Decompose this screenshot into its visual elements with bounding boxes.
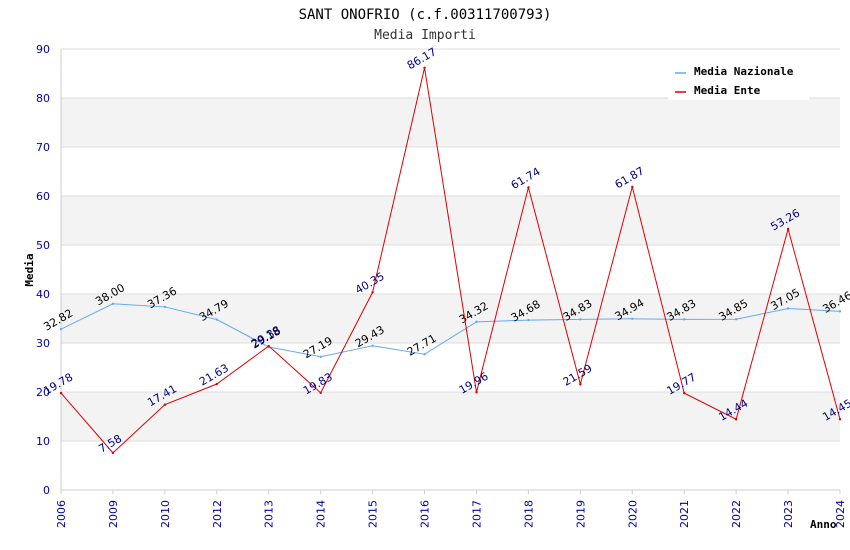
data-point-media-ente — [838, 417, 842, 421]
y-tick-label: 80 — [36, 92, 50, 105]
legend-label-media-nazionale: Media Nazionale — [694, 65, 794, 78]
data-point-media-ente — [734, 418, 738, 421]
data-label-media-ente: 21.63 — [197, 361, 231, 388]
grid-lines — [61, 48, 840, 491]
data-point-media-ente — [631, 185, 634, 189]
data-point-media-ente — [527, 186, 530, 189]
data-point-media-nazionale — [527, 318, 530, 322]
y-tick-label: 40 — [36, 288, 50, 301]
x-tick-label: 2009 — [107, 500, 120, 528]
x-tick-label: 2010 — [159, 500, 172, 528]
data-point-media-nazionale — [631, 317, 634, 320]
data-point-media-ente — [59, 391, 63, 395]
x-tick-label: 2024 — [834, 500, 847, 528]
y-tick-label: 30 — [36, 337, 50, 350]
data-point-media-nazionale — [319, 355, 322, 358]
data-point-media-ente — [267, 344, 270, 348]
x-axis-label: Anno — [810, 518, 837, 531]
data-point-media-ente — [475, 390, 478, 394]
grid-bands — [61, 98, 840, 441]
x-tick-label: 2017 — [470, 500, 483, 528]
data-label-media-ente: 61.87 — [613, 164, 647, 191]
legend-label-media-ente: Media Ente — [694, 84, 761, 97]
x-tick-label: 2021 — [678, 500, 691, 528]
grid-band — [61, 392, 840, 441]
data-point-media-nazionale — [475, 320, 478, 324]
grid-band — [61, 98, 840, 147]
data-point-media-ente — [683, 391, 686, 395]
legend-box — [668, 58, 809, 100]
data-label-media-ente: 21.59 — [561, 362, 595, 389]
y-tick-label: 60 — [36, 190, 50, 203]
data-point-media-ente — [111, 451, 115, 455]
x-tick-label: 2016 — [419, 500, 432, 528]
series-line-media-ente — [60, 67, 841, 454]
chart-subtitle: Media Importi — [374, 28, 476, 43]
data-point-media-nazionale — [786, 307, 790, 310]
x-tick-label: 2013 — [263, 500, 276, 528]
data-point-media-nazionale — [683, 318, 686, 321]
data-point-media-nazionale — [423, 353, 426, 356]
data-label-media-ente: 40.35 — [353, 270, 387, 297]
data-point-media-nazionale — [111, 302, 115, 305]
data-point-media-nazionale — [215, 318, 218, 321]
y-tick-label: 50 — [36, 239, 50, 252]
data-point-media-nazionale — [579, 318, 582, 321]
y-tick-label: 0 — [43, 484, 50, 497]
x-axis-ticks: 2006 2009 2010 2012 2013 2014 2015 2016 2017 2018… — [55, 490, 847, 528]
legend: Media Nazionale Media Ente — [668, 58, 809, 100]
grid-band — [61, 196, 840, 245]
data-point-media-nazionale — [371, 344, 374, 347]
x-tick-label: 2018 — [522, 500, 535, 528]
data-point-media-ente — [579, 383, 582, 386]
y-tick-label: 90 — [36, 43, 50, 56]
x-tick-label: 2015 — [367, 500, 380, 528]
data-point-media-ente — [423, 66, 426, 69]
data-label-media-ente: 61.74 — [509, 165, 543, 192]
data-point-media-ente — [319, 391, 322, 395]
x-tick-label: 2019 — [574, 500, 587, 528]
y-axis-label: Media — [23, 253, 36, 286]
y-axis-ticks: 0 10 20 30 40 50 60 70 80 90 — [36, 43, 50, 497]
y-tick-label: 20 — [36, 386, 50, 399]
chart-title: SANT ONOFRIO (c.f.00311700793) — [299, 7, 552, 23]
x-tick-label: 2012 — [211, 500, 224, 528]
data-point-media-ente — [163, 403, 167, 406]
series-line-media-nazionale — [60, 303, 841, 358]
data-point-media-nazionale — [734, 318, 738, 321]
data-point-media-ente — [786, 227, 790, 231]
x-tick-label: 2023 — [782, 500, 795, 528]
y-tick-label: 70 — [36, 141, 50, 154]
x-tick-label: 2014 — [315, 500, 328, 528]
x-tick-label: 2020 — [626, 500, 639, 528]
data-point-media-nazionale — [59, 327, 63, 331]
axes — [60, 49, 840, 491]
y-tick-label: 10 — [36, 435, 50, 448]
x-tick-label: 2006 — [55, 500, 68, 528]
data-point-media-nazionale — [838, 310, 842, 313]
grid-band — [61, 294, 840, 343]
data-point-media-ente — [215, 382, 218, 386]
x-tick-label: 2022 — [730, 500, 743, 528]
data-point-media-ente — [371, 291, 374, 294]
data-point-media-nazionale — [163, 305, 167, 309]
